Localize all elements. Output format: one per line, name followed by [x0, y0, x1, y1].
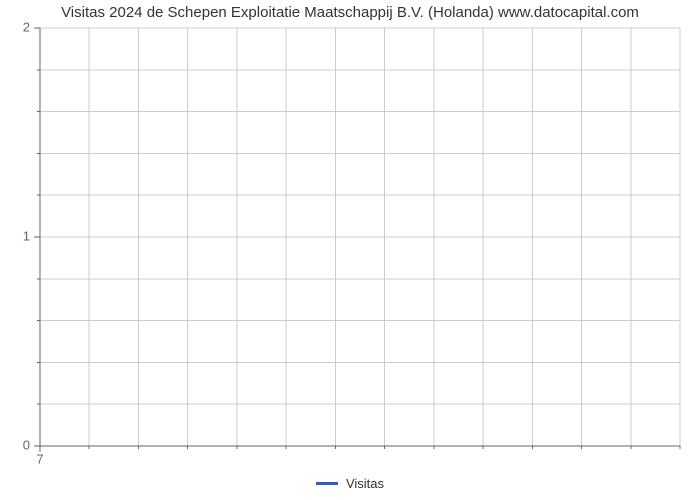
chart-plot-area: 0127	[40, 28, 680, 446]
chart-legend: Visitas	[0, 476, 700, 491]
svg-text:7: 7	[36, 452, 43, 467]
legend-label: Visitas	[346, 476, 384, 491]
chart-container: Visitas 2024 de Schepen Exploitatie Maat…	[0, 0, 700, 500]
legend-swatch	[316, 482, 338, 485]
chart-title: Visitas 2024 de Schepen Exploitatie Maat…	[0, 4, 700, 21]
svg-text:1: 1	[23, 228, 30, 243]
svg-text:0: 0	[23, 437, 30, 452]
svg-text:2: 2	[23, 19, 30, 34]
